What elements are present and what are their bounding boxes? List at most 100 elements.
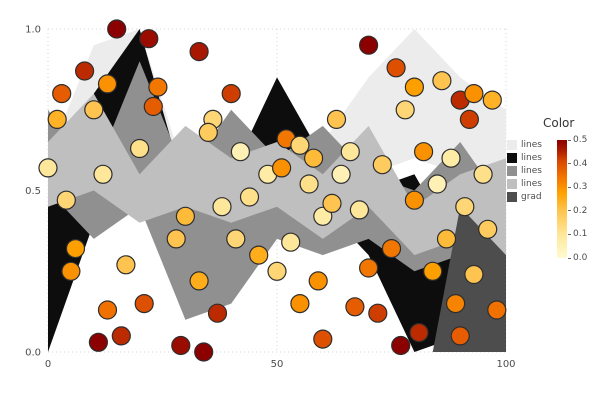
scatter-point (56, 190, 76, 210)
scatter-point (97, 74, 118, 94)
scatter-point (473, 164, 493, 184)
scatter-point (281, 232, 301, 252)
y-tick-label: 0.0 (25, 348, 41, 359)
scatter-point (93, 164, 113, 184)
scatter-point (427, 174, 447, 194)
colorbar-gradient (557, 140, 567, 258)
scatter-point (38, 158, 58, 178)
legend-panel: Color lines lines lines lines grad 0.5 0.4 0.3… (507, 116, 600, 263)
scatter-point (331, 164, 351, 184)
colorbar-tick (568, 139, 571, 141)
scatter-point (349, 200, 369, 220)
scatter-point (194, 342, 214, 362)
scatter-point (74, 61, 95, 81)
scatter-point (299, 174, 319, 194)
scatter-point (359, 258, 379, 278)
scatter-point (239, 187, 260, 207)
legend-label: lines (521, 153, 542, 163)
scatter-point (189, 41, 209, 62)
scatter-point (61, 261, 81, 281)
scatter-point (446, 294, 466, 314)
scatter-point (143, 96, 163, 117)
x-tick-label: 0 (45, 359, 51, 370)
legend-entry: lines (507, 166, 553, 176)
x-tick-label: 50 (271, 359, 284, 370)
colorbar-tick (568, 233, 571, 235)
colorbar-tick (568, 257, 571, 259)
scatter-point (207, 303, 228, 323)
scatter-point (249, 245, 269, 265)
colorbar-labels: 0.5 0.4 0.3 0.2 0.1 0.0 (568, 135, 596, 263)
legend-entry: grad (507, 192, 553, 202)
legend-swatch (507, 192, 517, 202)
scatter-point (404, 190, 424, 210)
series-legend: lines lines lines lines grad (507, 138, 553, 262)
scatter-point (166, 229, 186, 249)
scatter-point (107, 19, 127, 39)
scatter-point (148, 77, 168, 97)
scatter-point (464, 83, 484, 104)
scatter-point (423, 261, 443, 281)
scatter-point (88, 332, 109, 352)
scatter-point (308, 271, 328, 291)
scatter-point (97, 300, 118, 320)
scatter-point (134, 294, 154, 314)
colorbar-tick-label: 0.3 (568, 182, 587, 192)
scatter-point (290, 135, 310, 155)
scatter-point (111, 326, 131, 346)
legend-swatch (507, 153, 517, 163)
colorbar-title: Color (543, 116, 575, 130)
scatter-point (189, 271, 209, 291)
x-tick-label: 100 (496, 359, 515, 370)
scatter-point (459, 109, 479, 130)
y-tick-label: 0.5 (25, 186, 41, 197)
colorbar-tick (568, 186, 571, 188)
colorbar-tick (568, 210, 571, 212)
scatter-point (441, 148, 461, 168)
colorbar-wrap: 0.5 0.4 0.3 0.2 0.1 0.0 (557, 135, 587, 263)
scatter-point (340, 142, 360, 162)
scatter-point (272, 158, 292, 178)
scatter-point (404, 77, 424, 97)
colorbar-tick-label: 0.1 (568, 229, 587, 239)
scatter-point (221, 83, 241, 104)
scatter-point (414, 142, 434, 162)
scatter-point (482, 90, 502, 110)
scatter-point (386, 58, 406, 78)
scatter-point (409, 323, 429, 343)
legend-label: lines (521, 140, 542, 150)
scatter-point (52, 83, 72, 104)
scatter-point (313, 206, 333, 226)
legend-entry: lines (507, 140, 553, 150)
colorbar-tick-label: 0.0 (568, 253, 587, 263)
legend-label: grad (521, 192, 542, 202)
scatter-point (198, 122, 218, 142)
scatter-point (313, 329, 333, 349)
colorbar-tick-label: 0.2 (568, 206, 587, 216)
legend-swatch (507, 179, 517, 189)
scatter-point (130, 138, 150, 159)
scatter-point (478, 219, 498, 239)
scatter-point (455, 197, 475, 217)
scatter-point (487, 300, 507, 320)
legend-body: lines lines lines lines grad 0.5 0.4 0.3 0.2 0.1… (507, 135, 600, 263)
scatter-point (450, 326, 470, 346)
scatter-point (139, 29, 159, 49)
scatter-point (436, 229, 457, 249)
scatter-point (326, 109, 347, 130)
scatter-point (381, 239, 402, 259)
scatter-point (175, 206, 195, 226)
legend-entry: lines (507, 179, 553, 189)
legend-label: lines (521, 166, 542, 176)
scatter-point (47, 109, 67, 130)
scatter-point (395, 100, 415, 120)
scatter-point (212, 197, 232, 217)
scatter-point (345, 297, 365, 317)
colorbar-tick-label: 0.5 (568, 135, 587, 145)
legend-label: lines (521, 179, 542, 189)
scatter-point (171, 335, 191, 356)
scatter-point (226, 229, 246, 249)
scatter-point (230, 142, 250, 162)
